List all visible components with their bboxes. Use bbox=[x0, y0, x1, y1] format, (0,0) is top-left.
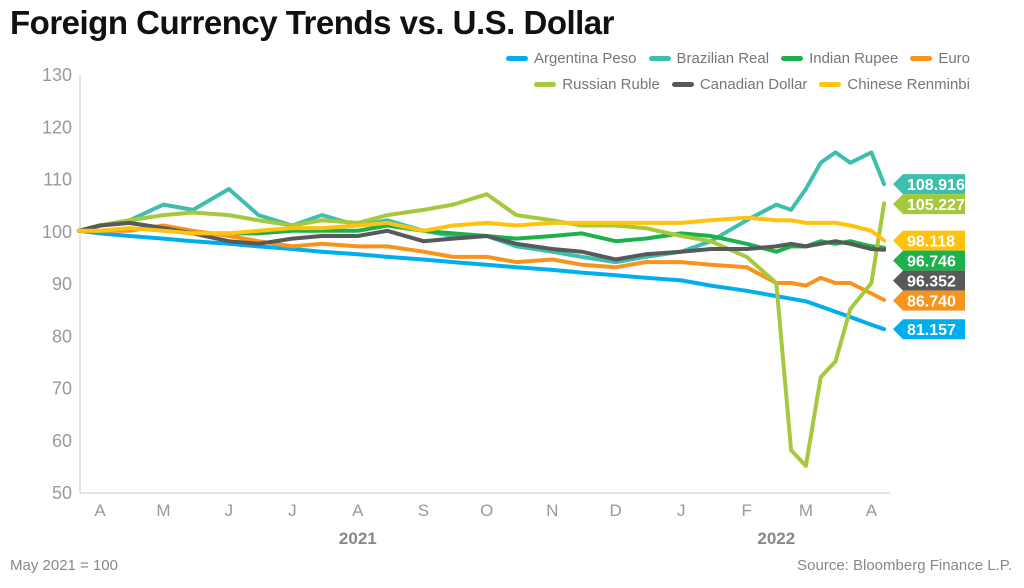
end-value-label: 98.118 bbox=[907, 234, 955, 251]
legend-item: Euro bbox=[910, 48, 970, 68]
legend-label: Brazilian Real bbox=[676, 49, 770, 67]
x-tick-label: F bbox=[742, 501, 752, 520]
y-tick-label: 90 bbox=[52, 274, 72, 294]
x-tick-label: D bbox=[610, 501, 622, 520]
end-value-label: 96.352 bbox=[907, 274, 956, 291]
legend-label: Canadian Dollar bbox=[699, 75, 808, 93]
end-value-tag bbox=[893, 290, 965, 311]
legend-item: Canadian Dollar bbox=[671, 74, 808, 94]
x-tick-label: O bbox=[480, 501, 493, 520]
end-value-tag bbox=[893, 194, 965, 215]
x-tick-label: M bbox=[799, 501, 813, 520]
legend-item: Argentina Peso bbox=[505, 48, 637, 68]
x-tick-label: J bbox=[677, 501, 686, 520]
end-value-tag bbox=[893, 270, 965, 291]
y-tick-label: 120 bbox=[42, 117, 72, 137]
y-tick-label: 100 bbox=[42, 222, 72, 242]
x-tick-label: N bbox=[546, 501, 558, 520]
legend-item: Indian Rupee bbox=[781, 48, 898, 68]
end-value-label: 86.740 bbox=[907, 294, 956, 311]
legend-swatch bbox=[505, 55, 528, 61]
legend: Argentina Peso Brazilian Real Indian Rupee… bbox=[410, 48, 970, 94]
legend-swatch bbox=[819, 81, 842, 87]
year-label: 2021 bbox=[339, 529, 377, 548]
legend-label: Chinese Renminbi bbox=[847, 75, 970, 93]
y-tick-label: 80 bbox=[52, 326, 72, 346]
x-tick-label: J bbox=[288, 501, 297, 520]
legend-label: Argentina Peso bbox=[533, 49, 637, 67]
legend-swatch bbox=[781, 55, 804, 61]
legend-label: Euro bbox=[938, 49, 970, 67]
end-value-label: 105.227 bbox=[907, 197, 965, 214]
y-tick-label: 60 bbox=[52, 431, 72, 451]
end-value-label: 96.746 bbox=[907, 254, 956, 271]
chart-title: Foreign Currency Trends vs. U.S. Dollar bbox=[10, 4, 615, 41]
series-line-russian-ruble bbox=[76, 192, 887, 468]
legend-item: Chinese Renminbi bbox=[819, 74, 970, 94]
x-tick-label: A bbox=[866, 501, 878, 520]
base-note: May 2021 = 100 bbox=[10, 557, 118, 574]
end-value-tag bbox=[893, 319, 965, 340]
legend-swatch bbox=[534, 81, 557, 87]
source-note: Source: Bloomberg Finance L.P. bbox=[797, 557, 1012, 574]
y-tick-label: 70 bbox=[52, 379, 72, 399]
series-line-chinese-renminbi bbox=[76, 215, 887, 243]
y-tick-label: 50 bbox=[52, 483, 72, 503]
y-tick-label: 130 bbox=[42, 65, 72, 85]
series-line-brazilian-real bbox=[76, 150, 887, 265]
end-value-tag bbox=[893, 250, 965, 271]
x-tick-label: S bbox=[418, 501, 429, 520]
end-value-tag bbox=[893, 230, 965, 251]
x-tick-label: J bbox=[225, 501, 234, 520]
series-line-canadian-dollar bbox=[76, 220, 887, 262]
end-value-label: 81.157 bbox=[907, 322, 956, 339]
legend-swatch bbox=[910, 55, 933, 61]
end-value-label: 108.916 bbox=[907, 177, 965, 194]
y-tick-label: 110 bbox=[43, 170, 72, 190]
end-value-tag bbox=[893, 174, 965, 195]
legend-item: Brazilian Real bbox=[648, 48, 770, 68]
legend-item: Russian Ruble bbox=[534, 74, 660, 94]
legend-swatch bbox=[648, 55, 671, 61]
year-label: 2022 bbox=[757, 529, 795, 548]
legend-label: Russian Ruble bbox=[562, 75, 660, 93]
x-tick-label: M bbox=[156, 501, 170, 520]
series-line-argentina-peso bbox=[76, 228, 887, 332]
x-tick-label: A bbox=[94, 501, 106, 520]
x-tick-label: A bbox=[352, 501, 364, 520]
legend-swatch bbox=[671, 81, 694, 87]
legend-label: Indian Rupee bbox=[809, 49, 899, 67]
